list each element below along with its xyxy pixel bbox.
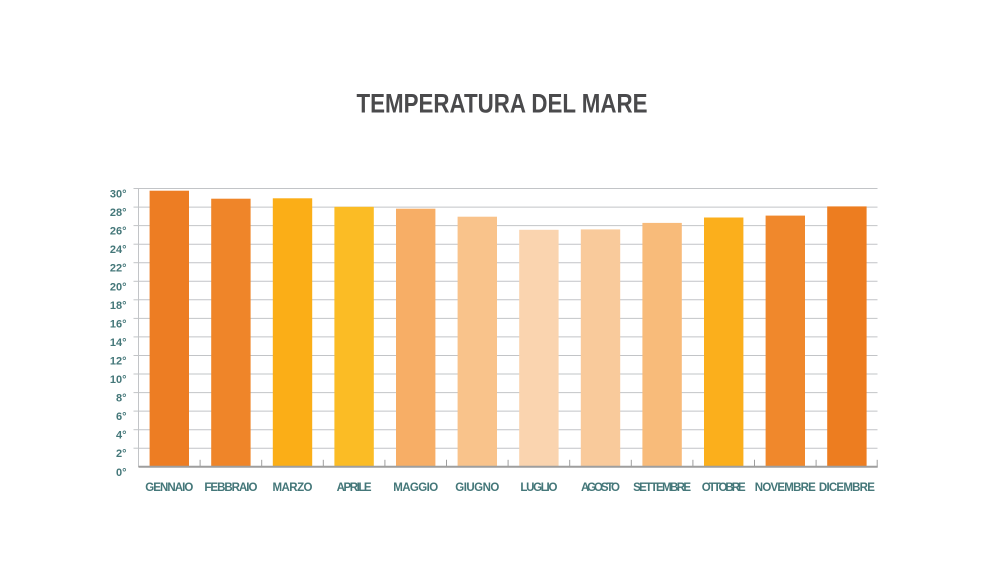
- svg-text:OTTOBRE: OTTOBRE: [702, 482, 746, 494]
- svg-text:GIUGNO: GIUGNO: [455, 482, 499, 494]
- svg-text:AGOSTO: AGOSTO: [581, 482, 620, 494]
- svg-text:24°: 24°: [110, 244, 127, 256]
- svg-text:8°: 8°: [116, 393, 127, 405]
- svg-text:6°: 6°: [116, 411, 127, 423]
- svg-text:TEMPERATURA DEL MARE: TEMPERATURA DEL MARE: [357, 89, 648, 119]
- svg-text:APRILE: APRILE: [337, 482, 372, 494]
- svg-text:28°: 28°: [110, 207, 127, 219]
- svg-text:NOVEMBRE: NOVEMBRE: [755, 482, 816, 494]
- svg-text:MAGGIO: MAGGIO: [393, 482, 438, 494]
- svg-text:14°: 14°: [110, 337, 127, 349]
- svg-text:2°: 2°: [116, 448, 127, 460]
- svg-text:26°: 26°: [110, 226, 127, 238]
- svg-text:22°: 22°: [110, 263, 127, 275]
- svg-text:MARZO: MARZO: [273, 482, 313, 494]
- svg-text:18°: 18°: [110, 300, 127, 312]
- svg-text:30°: 30°: [110, 189, 127, 201]
- svg-text:LUGLIO: LUGLIO: [520, 482, 557, 494]
- svg-text:12°: 12°: [110, 356, 127, 368]
- svg-text:16°: 16°: [110, 318, 127, 330]
- svg-text:4°: 4°: [116, 430, 127, 442]
- svg-text:20°: 20°: [110, 281, 127, 293]
- svg-text:GENNAIO: GENNAIO: [145, 482, 193, 494]
- svg-text:10°: 10°: [110, 374, 127, 386]
- svg-text:SETTEMBRE: SETTEMBRE: [633, 482, 691, 494]
- svg-text:DICEMBRE: DICEMBRE: [819, 482, 875, 494]
- svg-text:0°: 0°: [116, 467, 127, 479]
- svg-text:FEBBRAIO: FEBBRAIO: [204, 482, 257, 494]
